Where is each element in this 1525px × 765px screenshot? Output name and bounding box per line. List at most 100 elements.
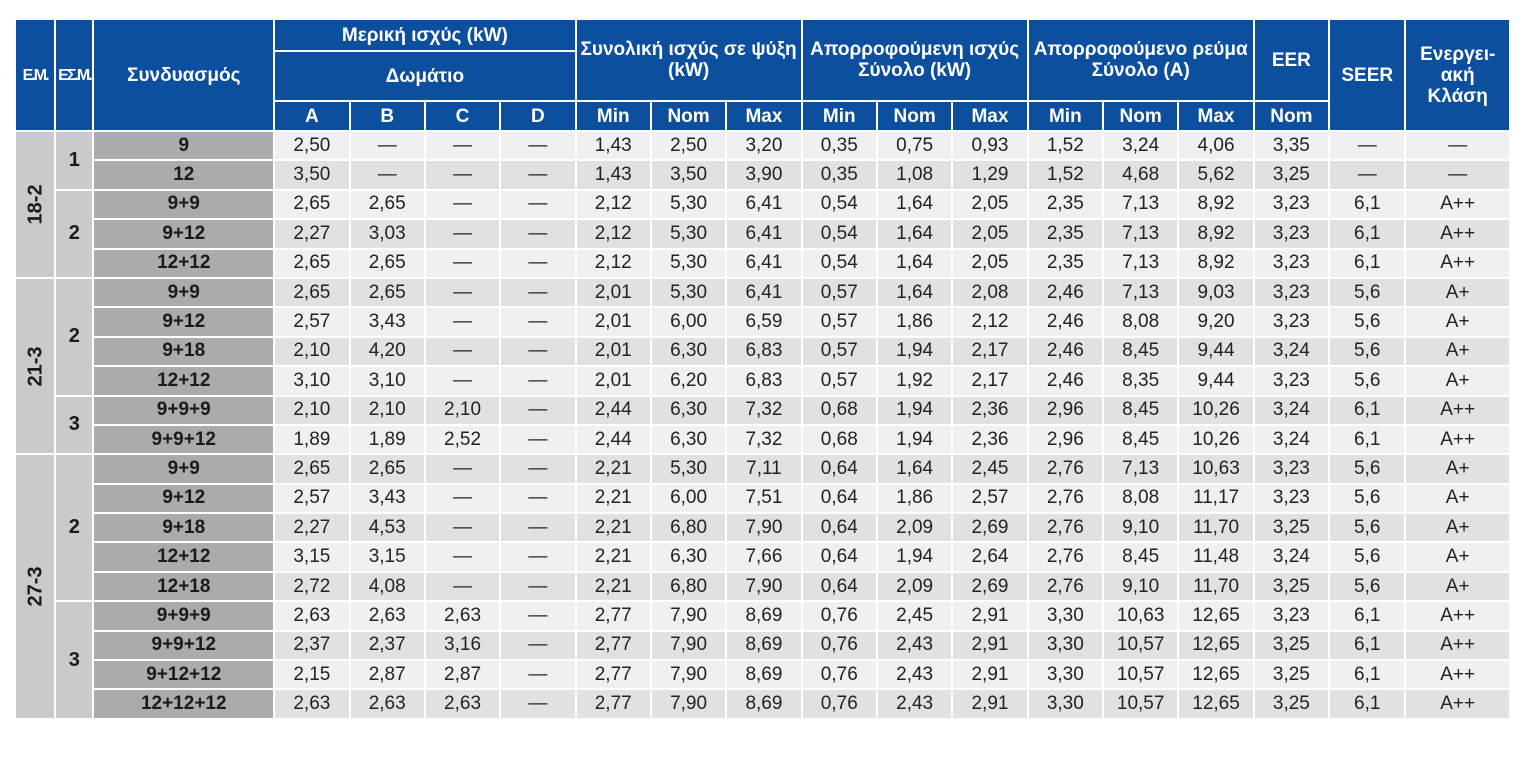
cell-cooling-min: 2,44 <box>574 394 652 426</box>
cell-seer: 6,1 <box>1328 423 1407 456</box>
cell-energy-class: A+ <box>1404 482 1511 515</box>
cell-current-nom: 10,63 <box>1101 600 1180 632</box>
cell-seer: 6,1 <box>1328 394 1407 426</box>
cell-current-nom: 9,10 <box>1101 512 1180 544</box>
cell-room-a: 3,15 <box>273 541 351 573</box>
cell-room-c: — <box>423 541 502 573</box>
cell-room-a: 2,37 <box>273 629 351 662</box>
cell-power-nom: 1,86 <box>875 306 954 338</box>
cell-room-b: 2,63 <box>348 688 426 720</box>
cell-power-nom: 1,94 <box>875 423 954 456</box>
cell-current-max: 11,70 <box>1177 512 1255 544</box>
cell-room-a: 2,63 <box>273 600 351 632</box>
table-row: 27-3 2 9+9 2,65 2,65— —2,21 5,30 7,11 0,64 1,64 2,… <box>13 453 1511 720</box>
cell-room-b: 3,03 <box>348 218 426 250</box>
cell-cooling-nom: 2,50 <box>649 129 728 162</box>
cell-cooling-nom: 6,80 <box>649 570 728 603</box>
cell-room-a: 2,10 <box>273 394 351 426</box>
cell-room-c: — <box>423 482 502 515</box>
cell-room-c: — <box>423 306 502 338</box>
cell-current-min: 2,46 <box>1026 335 1105 368</box>
cell-cooling-max: 6,41 <box>725 276 803 309</box>
cell-power-min: 0,76 <box>800 600 878 632</box>
cell-room-a: 2,27 <box>273 218 351 250</box>
cell-power-max: 2,36 <box>951 423 1029 456</box>
cell-cooling-nom: 5,30 <box>649 188 728 221</box>
cell-cooling-min: 2,21 <box>574 541 652 573</box>
cell-current-nom: 7,13 <box>1101 276 1180 309</box>
cell-cooling-min: 2,77 <box>574 629 652 662</box>
cell-current-min: 1,52 <box>1026 129 1105 162</box>
cell-cooling-nom: 6,20 <box>649 365 728 397</box>
cell-room-d: — <box>499 453 577 485</box>
cell-eer-nom: 3,23 <box>1252 365 1331 397</box>
cell-current-min: 2,35 <box>1026 218 1105 250</box>
cell-seer: 5,6 <box>1328 306 1407 338</box>
cell-room-b: 2,65 <box>348 453 426 485</box>
cell-combination: 9+12+12 <box>92 659 276 691</box>
cell-current-min: 2,35 <box>1026 188 1105 221</box>
cell-combination: 9+9+9 <box>92 394 276 426</box>
group-em-label: 21-3 <box>24 346 47 387</box>
cell-cooling-nom: 3,50 <box>649 159 728 191</box>
cell-room-b: — <box>348 129 426 162</box>
cell-cooling-min: 1,43 <box>574 129 652 162</box>
table-row: 9+12 2,57 3,43— —2,21 6,00 7,51 0,64 1,86 2,57 2,… <box>15 482 1511 515</box>
cell-room-a: 3,50 <box>273 159 351 191</box>
cell-power-max: 2,64 <box>951 541 1029 573</box>
cell-power-max: 2,17 <box>951 335 1029 368</box>
cell-room-a: 2,65 <box>273 247 351 279</box>
cell-current-min: 2,76 <box>1026 453 1105 485</box>
cell-seer: 6,1 <box>1328 218 1407 250</box>
cell-power-nom: 1,94 <box>875 335 954 368</box>
cell-power-min: 0,35 <box>800 129 878 162</box>
cell-seer: 5,6 <box>1328 453 1407 485</box>
cell-power-nom: 1,86 <box>875 482 954 515</box>
cell-cooling-nom: 6,30 <box>649 423 728 456</box>
table-row: 9+9+12 2,37 2,37 3,16—2,77 7,90 8,69 0,76 2,43 2… <box>15 629 1511 662</box>
cell-combination: 9+12 <box>92 482 276 515</box>
cell-room-d: — <box>499 335 577 368</box>
cell-combination: 9+9 <box>92 188 276 221</box>
cell-room-b: 2,65 <box>348 276 426 309</box>
cell-power-max: 1,29 <box>951 159 1029 191</box>
cell-power-max: 2,45 <box>951 453 1029 485</box>
cell-room-b: 2,87 <box>348 659 426 691</box>
cell-room-a: 2,65 <box>273 188 351 221</box>
cell-current-max: 10,63 <box>1177 453 1255 485</box>
cell-energy-class: A++ <box>1404 218 1511 250</box>
cell-room-a: 1,89 <box>273 423 351 456</box>
cell-room-d: — <box>499 365 577 397</box>
cell-current-max: 5,62 <box>1177 159 1255 191</box>
cell-room-c: 2,87 <box>423 659 502 691</box>
cell-energy-class: A++ <box>1404 423 1511 456</box>
cell-cooling-nom: 5,30 <box>649 247 728 279</box>
cell-cooling-max: 8,69 <box>725 600 803 632</box>
cell-current-nom: 10,57 <box>1101 688 1180 720</box>
cell-room-d: — <box>499 159 577 191</box>
cell-seer: 5,6 <box>1328 335 1407 368</box>
cell-energy-class: — <box>1404 129 1511 162</box>
cell-eer-nom: 3,24 <box>1252 394 1331 426</box>
cell-current-max: 9,03 <box>1177 276 1255 309</box>
cell-cooling-nom: 6,00 <box>649 306 728 338</box>
cell-current-min: 3,30 <box>1026 659 1105 691</box>
cell-cooling-max: 3,20 <box>725 129 803 162</box>
cell-seer: 5,6 <box>1328 365 1407 397</box>
header-absorbed-current-min: Min <box>1026 100 1105 132</box>
cell-current-nom: 3,24 <box>1101 129 1180 162</box>
cell-power-nom: 1,64 <box>875 218 954 250</box>
cell-current-nom: 7,13 <box>1101 453 1180 485</box>
cell-power-nom: 2,09 <box>875 512 954 544</box>
cell-power-min: 0,57 <box>800 335 878 368</box>
header-absorbed-power: Απορροφούμενη ισχύς Σύνολο (kW) <box>800 18 1029 102</box>
cell-power-nom: 1,64 <box>875 188 954 221</box>
cell-energy-class: A+ <box>1404 276 1511 309</box>
subgroup-esm-cell: 2 <box>54 453 95 603</box>
cell-room-b: 2,65 <box>348 188 426 221</box>
cell-cooling-nom: 5,30 <box>649 218 728 250</box>
cell-seer: 6,1 <box>1328 659 1407 691</box>
table-row: 12+12 3,10 3,10— —2,01 6,20 6,83 0,57 1,92 2,17 2… <box>15 365 1511 397</box>
cell-current-max: 12,65 <box>1177 600 1255 632</box>
cell-power-nom: 1,08 <box>875 159 954 191</box>
